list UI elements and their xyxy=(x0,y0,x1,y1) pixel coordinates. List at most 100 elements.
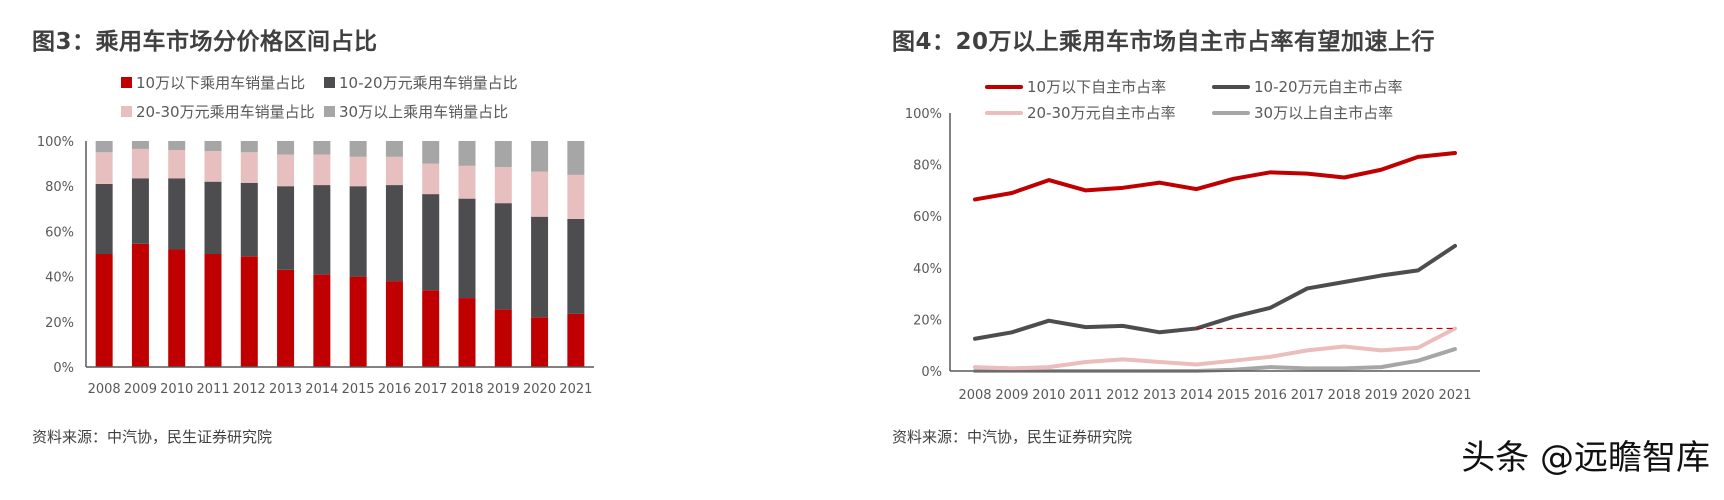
left-chart-title: 图3：乘用车市场分价格区间占比 xyxy=(32,29,378,55)
x-tick-label: 2018 xyxy=(450,382,483,397)
bar-segment xyxy=(313,154,331,186)
legend-swatch-icon xyxy=(121,77,132,88)
bar-segment xyxy=(531,216,549,318)
legend-label: 10万以下乘用车销量占比 xyxy=(136,74,306,92)
bar-segment xyxy=(494,309,512,367)
x-tick-label: 2019 xyxy=(1365,388,1398,403)
bar-segment xyxy=(494,203,512,310)
bar-segment xyxy=(95,152,113,184)
right-legend-item: 10-20万元自主市占率 xyxy=(1212,76,1403,97)
bar-segment xyxy=(277,186,295,270)
bar-segment xyxy=(385,281,403,367)
watermark: 头条 @远瞻智库 xyxy=(1461,438,1710,478)
x-tick-label: 2010 xyxy=(160,382,193,397)
y-tick-label: 20% xyxy=(913,313,942,328)
left-legend-item: 10万以下乘用车销量占比 xyxy=(121,72,305,93)
bar-segment xyxy=(531,317,549,367)
legend-swatch-icon xyxy=(324,77,335,88)
legend-line-icon xyxy=(985,84,1023,89)
x-tick-label: 2017 xyxy=(1291,388,1324,403)
bar-segment xyxy=(349,141,367,157)
right-legend-item: 10万以下自主市占率 xyxy=(985,76,1166,97)
legend-label: 30万以上乘用车销量占比 xyxy=(339,103,509,121)
legend-swatch-icon xyxy=(121,106,132,117)
legend-line-icon xyxy=(1212,110,1250,115)
bar-segment xyxy=(131,148,149,179)
bar-segment xyxy=(458,141,476,166)
bar-segment xyxy=(277,141,295,155)
bar-segment xyxy=(422,194,440,291)
bar-segment xyxy=(458,165,476,199)
y-tick-label: 0% xyxy=(921,365,942,380)
x-tick-label: 2009 xyxy=(995,388,1028,403)
x-tick-label: 2011 xyxy=(196,382,229,397)
bar-segment xyxy=(240,256,258,367)
right-legend-item: 20-30万元自主市占率 xyxy=(985,102,1176,123)
bar-segment xyxy=(240,141,258,153)
bar-segment xyxy=(95,254,113,367)
x-tick-label: 2021 xyxy=(1438,388,1471,403)
bar-segment xyxy=(131,141,149,149)
left-legend-item: 10-20万元乘用车销量占比 xyxy=(324,72,518,93)
x-tick-label: 2015 xyxy=(1217,388,1250,403)
x-tick-label: 2008 xyxy=(958,388,991,403)
bar-segment xyxy=(567,174,585,219)
bar-segment xyxy=(168,141,186,151)
legend-line-icon xyxy=(1212,84,1250,89)
x-tick-label: 2013 xyxy=(1143,388,1176,403)
y-tick-label: 80% xyxy=(45,180,74,195)
x-tick-label: 2016 xyxy=(378,382,411,397)
left-chart-source: 资料来源：中汽协，民生证券研究院 xyxy=(32,428,273,446)
line-chart: 0% 20% 40% 60% 80% 100% 2008 2009 2010 2011 2012 20… xyxy=(905,107,1480,403)
bar-segment xyxy=(349,276,367,367)
y-tick-label: 40% xyxy=(45,271,74,286)
y-tick-label: 60% xyxy=(913,210,942,225)
x-tick-label: 2013 xyxy=(269,382,302,397)
y-tick-label: 60% xyxy=(45,225,74,240)
line-series xyxy=(973,243,1457,341)
bar-segment xyxy=(531,141,549,172)
line-series xyxy=(973,326,1457,371)
bar-segment xyxy=(95,183,113,254)
bar-segment xyxy=(422,290,440,367)
x-tick-label: 2020 xyxy=(1402,388,1435,403)
legend-label: 10-20万元乘用车销量占比 xyxy=(339,74,518,92)
bar-segment xyxy=(458,198,476,299)
x-tick-label: 2014 xyxy=(305,382,338,397)
bar-segment xyxy=(458,298,476,367)
bar-segment xyxy=(313,141,331,155)
x-tick-label: 2010 xyxy=(1032,388,1065,403)
bar-segment xyxy=(240,182,258,257)
bar-segment xyxy=(95,141,113,153)
bar-segment xyxy=(567,313,585,367)
bar-segment xyxy=(494,141,512,167)
y-tick-label: 20% xyxy=(45,316,74,331)
bar-segment xyxy=(204,254,222,367)
legend-label: 20-30万元乘用车销量占比 xyxy=(136,103,315,121)
bar-segment xyxy=(567,141,585,175)
bar-segment xyxy=(168,178,186,250)
left-legend-item: 30万以上乘用车销量占比 xyxy=(324,101,508,122)
x-tick-label: 2009 xyxy=(124,382,157,397)
x-tick-label: 2008 xyxy=(88,382,121,397)
x-tick-label: 2020 xyxy=(523,382,556,397)
y-tick-label: 100% xyxy=(37,135,74,150)
legend-label: 20-30万元自主市占率 xyxy=(1027,104,1176,122)
legend-label: 10万以下自主市占率 xyxy=(1027,78,1167,96)
x-tick-label: 2014 xyxy=(1180,388,1213,403)
right-chart-title: 图4：20万以上乘用车市场自主市占率有望加速上行 xyxy=(892,29,1436,55)
x-tick-label: 2016 xyxy=(1254,388,1287,403)
left-legend-item: 20-30万元乘用车销量占比 xyxy=(121,101,315,122)
x-tick-label: 2019 xyxy=(487,382,520,397)
bar-segment xyxy=(204,181,222,254)
bar-segment xyxy=(277,154,295,187)
y-tick-label: 100% xyxy=(905,107,942,122)
x-tick-label: 2017 xyxy=(414,382,447,397)
bar-segment xyxy=(422,163,440,195)
x-tick-label: 2018 xyxy=(1328,388,1361,403)
line-series xyxy=(973,150,1457,202)
bar-segment xyxy=(385,185,403,282)
y-tick-label: 80% xyxy=(913,159,942,174)
bar-segment xyxy=(567,218,585,314)
legend-line-icon xyxy=(985,110,1023,115)
